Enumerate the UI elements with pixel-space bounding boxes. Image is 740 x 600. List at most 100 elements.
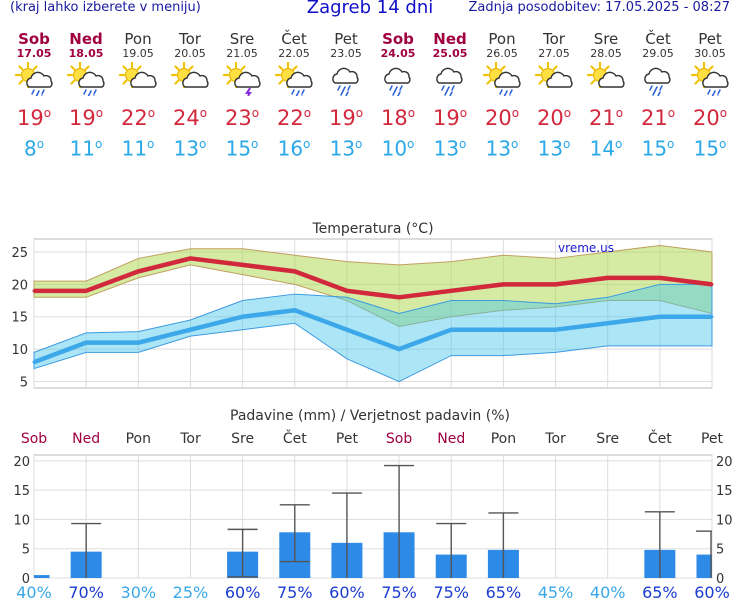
temperature-point: [84, 289, 88, 293]
max-temperature: 20o: [536, 106, 572, 130]
category-label: Pet: [701, 431, 724, 447]
forecast-days-strip: Sob 17.05 19o 8o Ned 18.05 19o 11o Pon 19.05 22o 11…: [8, 32, 736, 162]
y-tick-label: 20: [11, 278, 28, 293]
temperature-point: [32, 360, 36, 364]
day-column: Pet 23.05 19o 13o: [320, 32, 372, 162]
day-date: 21.05: [226, 47, 258, 60]
sun-cloud-rain-icon: [60, 60, 112, 98]
temperature-point: [710, 315, 714, 319]
temperature-point: [241, 263, 245, 267]
sun-cloud-icon: [580, 60, 632, 98]
max-temperature: 19o: [432, 106, 468, 130]
sun-cloud-icon: [528, 60, 580, 98]
day-name: Pon: [124, 30, 152, 48]
day-name: Sob: [382, 30, 414, 48]
sun-cloud-icon: [164, 60, 216, 98]
min-temperature: 11o: [121, 136, 155, 161]
min-temperature: 14o: [589, 136, 623, 161]
sun-cloud-rain-icon: [268, 60, 320, 98]
temperature-point: [84, 341, 88, 345]
temperature-point: [658, 276, 662, 280]
day-name: Ned: [433, 30, 467, 48]
day-name: Pon: [488, 30, 516, 48]
cloud-rain-icon: [320, 60, 372, 98]
page-title: Zagreb 14 dni: [306, 0, 434, 18]
temperature-point: [293, 308, 297, 312]
y-tick-label-left: 5: [22, 543, 30, 558]
max-temperature: 20o: [484, 106, 520, 130]
y-tick-label-right: 15: [716, 484, 733, 499]
temperature-point: [397, 347, 401, 351]
min-temperature: 15o: [641, 136, 675, 161]
cloud-rain-icon: [632, 60, 684, 98]
probability-label: 75%: [277, 583, 313, 600]
sun-cloud-icon: [112, 60, 164, 98]
day-column: Čet 29.05 21o 15o: [632, 32, 684, 162]
probability-label: 65%: [642, 583, 678, 600]
temperature-point: [449, 328, 453, 332]
max-temperature-line: [34, 256, 713, 300]
max-temperature: 22o: [276, 106, 312, 130]
last-update: Zadnja posodobitev: 17.05.2025 - 08:27: [468, 0, 730, 15]
temperature-point: [345, 289, 349, 293]
probability-label: 70%: [68, 583, 104, 600]
temperature-point: [501, 282, 505, 286]
day-column: Ned 25.05 19o 13o: [424, 32, 476, 162]
category-label: Sre: [231, 431, 254, 447]
max-temperature: 18o: [380, 106, 416, 130]
min-temperature: 8o: [23, 136, 45, 161]
temperature-point: [241, 315, 245, 319]
day-name: Tor: [543, 30, 565, 48]
category-label: Sre: [596, 431, 619, 447]
day-name: Pet: [698, 30, 722, 48]
day-name: Ned: [69, 30, 103, 48]
location-menu-hint[interactable]: (kraj lahko izberete v meniju): [10, 0, 201, 15]
temperature-point: [710, 282, 714, 286]
temperature-point: [32, 289, 36, 293]
precipitation-chart-title: Padavine (mm) / Verjetnost padavin (%): [230, 408, 510, 424]
category-label: Sob: [386, 431, 412, 447]
y-tick-label: 5: [20, 376, 28, 391]
day-name: Pet: [334, 30, 358, 48]
temperature-point: [501, 328, 505, 332]
max-temperature: 22o: [120, 106, 156, 130]
min-temperature: 15o: [693, 136, 727, 161]
day-date: 27.05: [538, 47, 570, 60]
probability-label: 30%: [121, 583, 157, 600]
category-label: Tor: [544, 431, 566, 447]
temperature-point: [136, 341, 140, 345]
day-column: Pet 30.05 20o 15o: [684, 32, 736, 162]
max-temperature: 24o: [172, 106, 208, 130]
min-temperature: 13o: [173, 136, 207, 161]
day-date: 28.05: [590, 47, 622, 60]
day-name: Čet: [645, 30, 671, 48]
sun-cloud-rain-icon: [684, 60, 736, 98]
precipitation-bar: [696, 554, 712, 578]
day-column: Sob 24.05 18o 10o: [372, 32, 424, 162]
day-date: 30.05: [694, 47, 726, 60]
day-name: Tor: [179, 30, 201, 48]
temperature-point: [397, 295, 401, 299]
min-temperature: 13o: [329, 136, 363, 161]
temperature-point: [554, 282, 558, 286]
category-label: Sob: [21, 431, 47, 447]
y-tick-label-left: 15: [13, 484, 30, 499]
min-temperature: 10o: [381, 136, 415, 161]
category-label: Tor: [179, 431, 201, 447]
day-column: Ned 18.05 19o 11o: [60, 32, 112, 162]
y-tick-label: 25: [11, 246, 28, 261]
min-temperature: 15o: [225, 136, 259, 161]
temperature-point: [188, 328, 192, 332]
day-date: 17.05: [16, 47, 52, 60]
max-temperature: 23o: [224, 106, 260, 130]
day-date: 24.05: [380, 47, 416, 60]
y-tick-label-right: 5: [716, 543, 724, 558]
day-column: Sre 28.05 21o 14o: [580, 32, 632, 162]
temperature-point: [345, 328, 349, 332]
y-tick-label: 10: [11, 343, 28, 358]
probability-label: 60%: [225, 583, 261, 600]
cloud-rain-icon: [372, 60, 424, 98]
y-tick-label: 15: [11, 311, 28, 326]
min-temperature-line: [33, 308, 712, 365]
temperature-point: [136, 269, 140, 273]
